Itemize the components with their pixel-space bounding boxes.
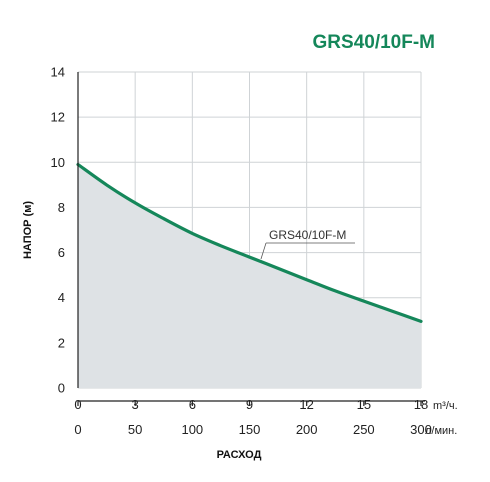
- annotation-leader: [260, 242, 267, 260]
- x-tick-label-2: 6: [189, 397, 196, 412]
- x-tick-label-5: 15: [357, 397, 371, 412]
- x2-tick-label-1: 50: [128, 422, 142, 437]
- y-tick-label-6: 12: [51, 110, 65, 125]
- x2-unit-label: л/мин.: [425, 425, 457, 437]
- x-tick-label-3: 9: [246, 397, 253, 412]
- axes: [77, 72, 425, 406]
- x2-tick-label-2: 100: [181, 422, 203, 437]
- x-tick-label-1: 3: [132, 397, 139, 412]
- y-tick-label-1: 2: [58, 335, 65, 350]
- y-tick-label-4: 8: [58, 200, 65, 215]
- x2-tick-label-6: 300: [410, 422, 432, 437]
- x2-tick-labels: 0 50 100 150 200 250 300: [74, 422, 431, 437]
- x-unit-label: m³/ч.: [433, 400, 458, 412]
- x-tick-labels: 0 3 6 9 12 15 18: [74, 397, 428, 412]
- chart-title: GRS40/10F-M: [313, 32, 435, 53]
- y-tick-label-0: 0: [58, 381, 65, 396]
- y-tick-label-7: 14: [51, 65, 65, 80]
- x2-tick-label-0: 0: [74, 422, 81, 437]
- y-tick-labels: 0 2 4 6 8 10 12 14: [51, 65, 65, 396]
- y-axis-title: НАПОР (м): [22, 201, 34, 259]
- series-annotation: GRS40/10F-M: [269, 228, 346, 242]
- y-tick-label-2: 4: [58, 290, 65, 305]
- x2-tick-label-3: 150: [239, 422, 261, 437]
- x2-tick-label-5: 250: [353, 422, 375, 437]
- x-tick-label-6: 18: [414, 397, 428, 412]
- x2-tick-label-4: 200: [296, 422, 318, 437]
- y-tick-label-3: 6: [58, 245, 65, 260]
- x-tick-label-4: 12: [299, 397, 313, 412]
- x-tick-label-0: 0: [74, 397, 81, 412]
- y-tick-label-5: 10: [51, 155, 65, 170]
- x-axis-title: РАСХОД: [217, 449, 262, 461]
- performance-curve: [76, 162, 423, 323]
